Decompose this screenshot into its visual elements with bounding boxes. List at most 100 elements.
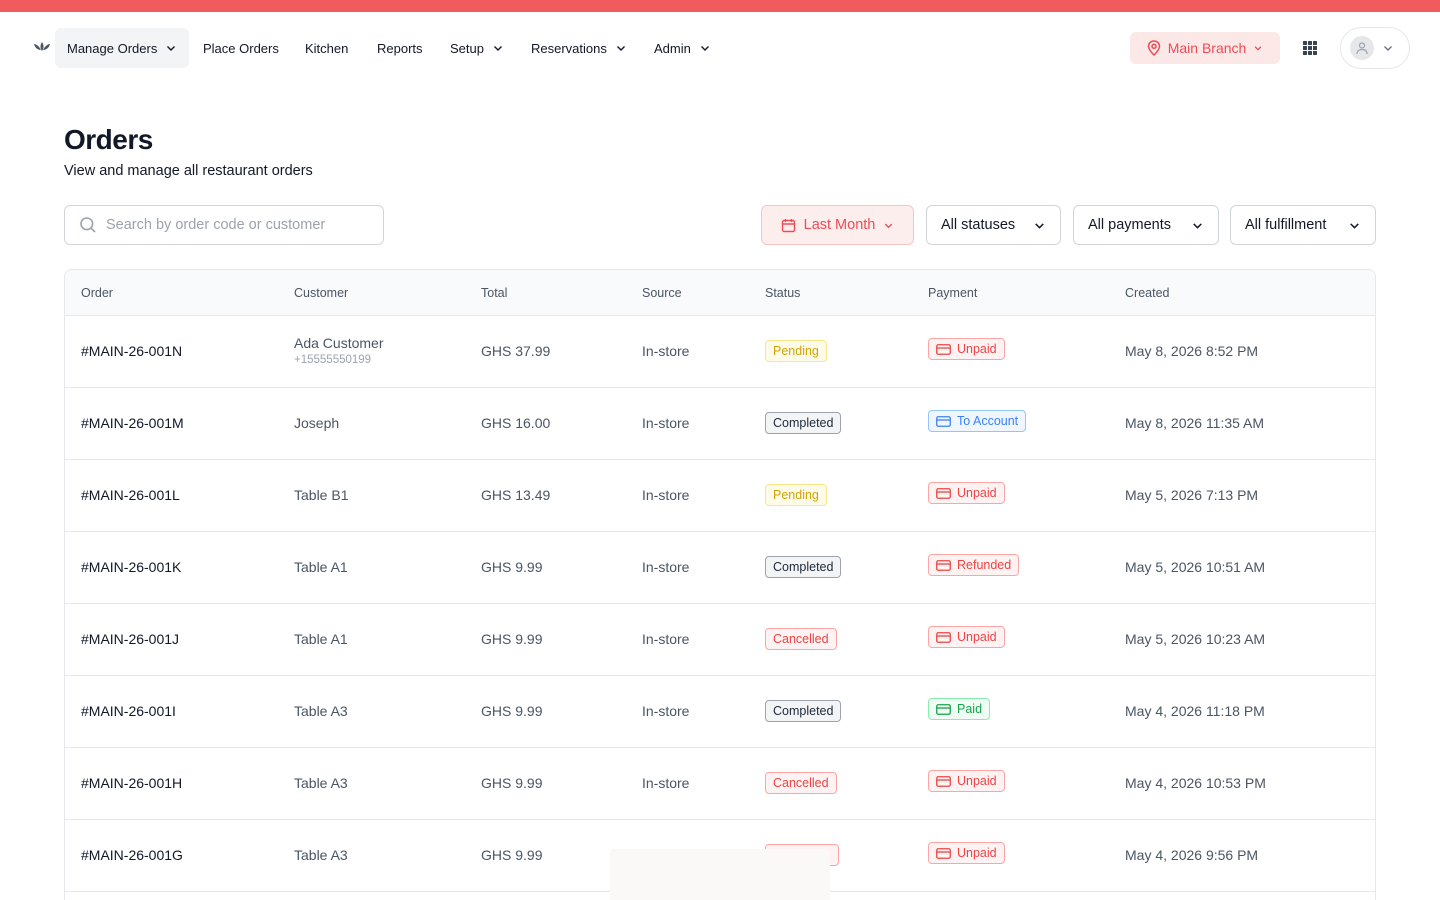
chevron-down-icon bbox=[167, 46, 176, 51]
table-row[interactable]: #MAIN-26-001K Table A1 GHS 9.99 In-store Com… bbox=[65, 532, 1375, 604]
column-header-source[interactable]: Source bbox=[642, 286, 682, 300]
nav-place-orders-label: Place Orders bbox=[203, 40, 279, 56]
credit-card-icon bbox=[936, 343, 951, 355]
fulfillment-filter[interactable]: All fulfillment bbox=[1230, 205, 1376, 245]
nav-reservations[interactable]: Reservations bbox=[531, 28, 627, 68]
order-source: In-store bbox=[642, 703, 690, 719]
nav-reports-label: Reports bbox=[377, 40, 423, 56]
order-code[interactable]: #MAIN-26-001M bbox=[81, 415, 184, 431]
nav-setup[interactable]: Setup bbox=[450, 28, 504, 68]
date-range-filter[interactable]: Last Month bbox=[761, 205, 914, 245]
order-total: GHS 9.99 bbox=[481, 559, 543, 575]
branch-label: Main Branch bbox=[1167, 40, 1247, 56]
payment-filter-label: All payments bbox=[1088, 217, 1172, 233]
apps-grid-icon[interactable] bbox=[1302, 40, 1318, 56]
chevron-down-icon bbox=[1035, 222, 1044, 229]
table-row[interactable]: #MAIN-26-001H Table A3 GHS 9.99 In-store Can… bbox=[65, 748, 1375, 820]
credit-card-icon bbox=[936, 775, 951, 787]
payment-status-label: Unpaid bbox=[957, 630, 997, 644]
customer-name: Table B1 bbox=[294, 487, 349, 503]
payment-badge: Unpaid bbox=[928, 482, 1005, 504]
status-badge: Cancelled bbox=[765, 628, 837, 650]
top-navbar: Manage Orders Place Orders Kitchen Repor… bbox=[0, 12, 1440, 84]
search-input[interactable] bbox=[106, 217, 366, 233]
chevron-down-icon bbox=[1350, 222, 1359, 229]
order-code[interactable]: #MAIN-26-001I bbox=[81, 703, 176, 719]
chevron-down-icon bbox=[885, 223, 893, 228]
order-code[interactable]: #MAIN-26-001J bbox=[81, 631, 180, 647]
table-row[interactable]: #MAIN-26-001M Joseph GHS 16.00 In-store Comp… bbox=[65, 388, 1375, 460]
status-filter[interactable]: All statuses bbox=[926, 205, 1061, 245]
chevron-down-icon bbox=[1254, 46, 1262, 51]
date-range-label: Last Month bbox=[803, 217, 876, 233]
order-code[interactable]: #MAIN-26-001L bbox=[81, 487, 180, 503]
order-created: May 5, 2026 7:13 PM bbox=[1125, 487, 1259, 503]
order-created: May 4, 2026 9:56 PM bbox=[1125, 847, 1259, 863]
order-code[interactable]: #MAIN-26-001G bbox=[81, 847, 183, 863]
payment-badge: To Account bbox=[928, 410, 1027, 432]
page-subtitle: View and manage all restaurant orders bbox=[64, 163, 313, 179]
table-row[interactable]: #MAIN-26-001I Table A3 GHS 9.99 In-store Com… bbox=[65, 676, 1375, 748]
payment-badge: Unpaid bbox=[928, 338, 1005, 360]
order-code[interactable]: #MAIN-26-001H bbox=[81, 775, 183, 791]
user-icon bbox=[1356, 42, 1368, 55]
payment-badge: Unpaid bbox=[928, 770, 1005, 792]
order-total: GHS 9.99 bbox=[481, 775, 543, 791]
user-menu-button[interactable] bbox=[1340, 27, 1410, 69]
chevron-down-icon bbox=[1193, 222, 1202, 229]
payment-badge: Unpaid bbox=[928, 842, 1005, 864]
column-header-status[interactable]: Status bbox=[765, 286, 801, 300]
status-badge: Completed bbox=[765, 556, 842, 578]
order-code[interactable]: #MAIN-26-001N bbox=[81, 343, 183, 359]
order-code[interactable]: #MAIN-26-001K bbox=[81, 559, 182, 575]
branch-selector[interactable]: Main Branch bbox=[1130, 32, 1280, 64]
credit-card-icon bbox=[936, 631, 951, 643]
nav-reservations-label: Reservations bbox=[531, 40, 607, 56]
nav-admin-label: Admin bbox=[654, 40, 691, 56]
column-header-customer[interactable]: Customer bbox=[294, 286, 349, 300]
logo-icon[interactable] bbox=[33, 39, 51, 53]
order-source: In-store bbox=[642, 775, 690, 791]
nav-reports[interactable]: Reports bbox=[377, 28, 423, 68]
column-header-created[interactable]: Created bbox=[1125, 286, 1170, 300]
credit-card-icon bbox=[936, 703, 951, 715]
customer-name: Table A3 bbox=[294, 775, 348, 791]
order-source: In-store bbox=[642, 343, 690, 359]
column-header-total[interactable]: Total bbox=[481, 286, 508, 300]
order-created: May 5, 2026 10:51 AM bbox=[1125, 559, 1266, 575]
order-total: GHS 16.00 bbox=[481, 415, 551, 431]
table-row[interactable]: #MAIN-26-001J Table A1 GHS 9.99 In-store Can… bbox=[65, 604, 1375, 676]
order-source: In-store bbox=[642, 631, 690, 647]
search-icon bbox=[80, 217, 96, 233]
order-total: GHS 9.99 bbox=[481, 631, 543, 647]
credit-card-icon bbox=[936, 559, 951, 571]
payment-status-label: Unpaid bbox=[957, 342, 997, 356]
customer-name: Ada Customer bbox=[294, 335, 384, 351]
nav-manage-orders[interactable]: Manage Orders bbox=[55, 28, 190, 68]
nav-place-orders[interactable]: Place Orders bbox=[203, 28, 279, 68]
chevron-down-icon bbox=[493, 46, 502, 51]
status-filter-label: All statuses bbox=[941, 217, 1016, 233]
search-box bbox=[64, 205, 384, 245]
calendar-icon bbox=[781, 218, 795, 232]
table-row[interactable]: #MAIN-26-001L Table B1 GHS 13.49 In-store Pe… bbox=[65, 460, 1375, 532]
status-badge: Completed bbox=[765, 700, 842, 722]
status-badge: Pending bbox=[765, 340, 827, 362]
column-header-order[interactable]: Order bbox=[81, 286, 113, 300]
payment-status-label: Refunded bbox=[957, 558, 1012, 572]
nav-manage-orders-label: Manage Orders bbox=[67, 40, 158, 56]
order-created: May 4, 2026 11:18 PM bbox=[1125, 703, 1265, 719]
customer-name: Table A1 bbox=[294, 631, 348, 647]
column-header-payment[interactable]: Payment bbox=[928, 286, 978, 300]
payment-filter[interactable]: All payments bbox=[1073, 205, 1219, 245]
order-total: GHS 9.99 bbox=[481, 847, 543, 863]
customer-name: Joseph bbox=[294, 415, 340, 431]
top-accent-bar bbox=[0, 0, 1440, 12]
customer-name: Table A3 bbox=[294, 847, 348, 863]
nav-kitchen[interactable]: Kitchen bbox=[305, 28, 348, 68]
credit-card-icon bbox=[936, 847, 951, 859]
table-row[interactable]: #MAIN-26-001N Ada Customer +15555550199 GHS… bbox=[65, 316, 1375, 388]
nav-admin[interactable]: Admin bbox=[654, 28, 711, 68]
order-created: May 8, 2026 8:52 PM bbox=[1125, 343, 1259, 359]
payment-status-label: Unpaid bbox=[957, 846, 997, 860]
